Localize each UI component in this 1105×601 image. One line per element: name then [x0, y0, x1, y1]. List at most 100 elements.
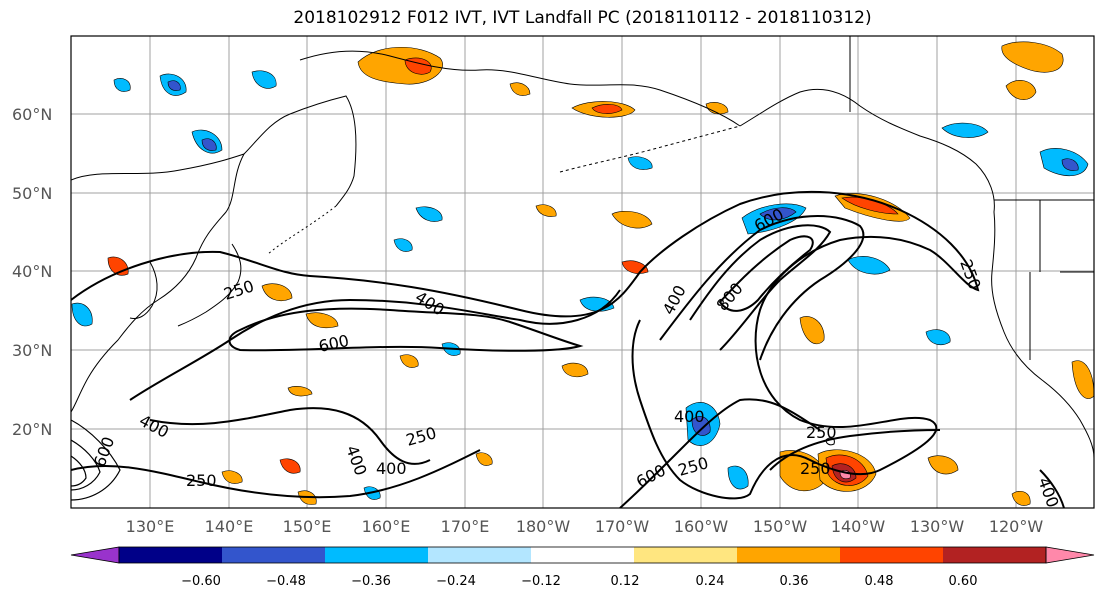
- colorbar-tick-label: 0.12: [611, 574, 640, 589]
- colorbar-tick-labels: −0.60 −0.48 −0.36 −0.24 −0.12 0.12 0.24 …: [181, 574, 977, 589]
- coastline-kurils: [267, 205, 337, 255]
- patch-navy: [167, 80, 181, 91]
- patch-orange: [287, 386, 313, 397]
- patch-orange: [705, 102, 729, 115]
- patch-orange: [475, 452, 493, 466]
- lon-label: 180°W: [516, 517, 571, 536]
- pc-anomaly-patches: [71, 41, 1094, 506]
- longitude-labels: 130°E 140°E 150°E 160°E 170°E 180°W 170°…: [126, 517, 1044, 536]
- contour-600-west: [228, 307, 584, 352]
- lon-label: 160°E: [362, 517, 411, 536]
- colorbar-tick-label: −0.36: [351, 574, 391, 589]
- colorbar-tick-label: −0.48: [266, 574, 306, 589]
- colorbar-tick-label: 0.36: [780, 574, 809, 589]
- colorbar-segment: [222, 547, 325, 563]
- contour-250-south: [71, 449, 481, 499]
- colorbar-tick-label: −0.12: [521, 574, 561, 589]
- colorbar-segment: [428, 547, 531, 563]
- patch-blue: [941, 122, 989, 138]
- contour-typhoon-inner2: [71, 455, 87, 487]
- map-border: [70, 35, 1095, 509]
- colorbar-segment: [840, 547, 943, 563]
- contour-label: 400: [674, 407, 705, 426]
- coastline-siberia: [299, 50, 741, 127]
- patch-blue: [925, 329, 951, 345]
- patch-orange: [399, 354, 419, 368]
- lat-label: 30°N: [12, 341, 52, 360]
- contour-label: 250: [806, 423, 837, 442]
- contour-400-west: [129, 289, 621, 401]
- coastlines: [71, 36, 1094, 459]
- colorbar-extend-low: [70, 546, 120, 564]
- coastline-korea: [129, 261, 158, 319]
- patch-orange: [1005, 80, 1037, 100]
- contour-typhoon: [71, 419, 121, 501]
- patch-red: [591, 104, 623, 114]
- colorbar-tick-label: −0.60: [181, 574, 221, 589]
- colorbar-extend-high: [1045, 546, 1095, 564]
- patch-orange: [509, 82, 531, 96]
- ivt-contours: [71, 190, 1065, 508]
- colorbar-segment: [325, 547, 428, 563]
- patch-orange: [799, 316, 825, 345]
- patch-orange: [357, 46, 443, 85]
- contour-400-right: [1039, 469, 1065, 508]
- contour-400-east: [659, 215, 865, 361]
- lon-label: 140°W: [831, 517, 886, 536]
- colorbar-segment: [634, 547, 737, 563]
- patch-orange: [279, 458, 301, 474]
- contour-250-west: [71, 190, 980, 500]
- patch-orange: [927, 455, 959, 475]
- colorbar-segment: [531, 547, 634, 563]
- patch-orange: [1071, 360, 1094, 399]
- lon-label: 150°W: [753, 517, 808, 536]
- contour-typhoon-inner: [71, 439, 101, 491]
- lon-label: 150°E: [283, 517, 332, 536]
- colorbar-segment: [119, 547, 222, 563]
- lat-label: 40°N: [12, 262, 52, 281]
- patch-blue: [71, 302, 93, 327]
- patch-orange: [261, 283, 293, 301]
- contour-label: 250: [186, 471, 217, 490]
- coastline-alaska: [739, 88, 995, 213]
- contour-400-south: [149, 407, 431, 465]
- patch-navy: [201, 138, 217, 151]
- contour-label: 400: [376, 459, 407, 478]
- contour-400-lower: [619, 398, 821, 508]
- contour-600-east: [689, 224, 832, 351]
- patch-blue: [251, 70, 277, 89]
- coastline-asia: [71, 153, 246, 413]
- patch-navy: [759, 207, 797, 221]
- map-title: 2018102912 F012 IVT, IVT Landfall PC (20…: [293, 8, 872, 28]
- colorbar-tick-label: 0.60: [949, 574, 978, 589]
- patch-navy: [1061, 158, 1079, 171]
- patch-orange: [1011, 491, 1031, 506]
- contour-800-east: [718, 235, 814, 312]
- lon-label: 140°E: [205, 517, 254, 536]
- colorbar-tick-label: 0.48: [865, 574, 894, 589]
- lon-label: 120°W: [989, 517, 1044, 536]
- lon-label: 130°W: [910, 517, 965, 536]
- patch-orange: [561, 362, 589, 378]
- lon-label: 170°W: [595, 517, 650, 536]
- colorbar-frame: [118, 546, 1047, 564]
- lon-label: 130°E: [126, 517, 175, 536]
- patch-blue: [393, 238, 413, 252]
- colorbar-segment: [943, 547, 1046, 563]
- patch-orange: [1001, 41, 1064, 73]
- lon-label: 170°E: [441, 517, 490, 536]
- contour-label: 250: [800, 459, 831, 478]
- colorbar-tick-label: 0.24: [696, 574, 725, 589]
- patch-orange: [535, 204, 557, 217]
- coastline-bc: [991, 211, 1094, 459]
- patch-blue: [847, 256, 891, 275]
- coastline-japan: [177, 243, 242, 327]
- contour-250-lower: [769, 429, 941, 471]
- patch-orange: [611, 211, 653, 229]
- coastline-kamchatka: [243, 95, 357, 207]
- colorbar: [70, 546, 1095, 564]
- patch-navy: [691, 416, 711, 436]
- latitude-labels: 60°N 50°N 40°N 30°N 20°N: [12, 105, 52, 439]
- lat-label: 50°N: [12, 184, 52, 203]
